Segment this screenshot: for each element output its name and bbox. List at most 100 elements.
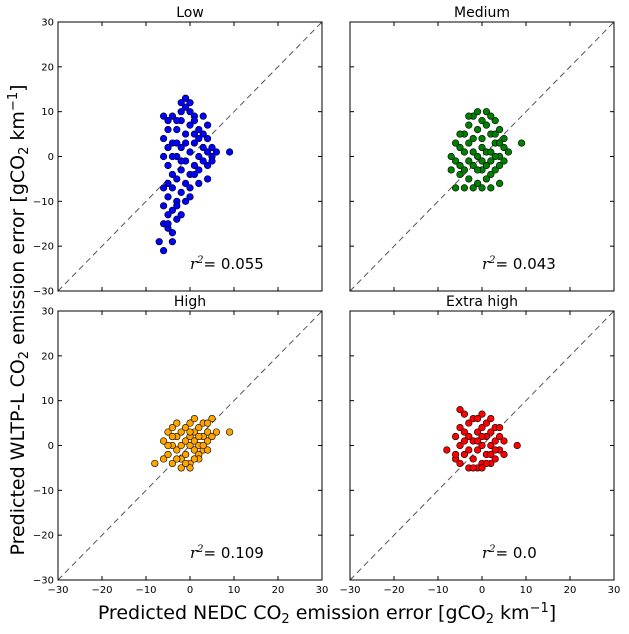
data-point [186, 428, 194, 436]
x-tick-label: 0 [479, 585, 485, 596]
data-point [491, 455, 499, 463]
data-point [177, 166, 185, 174]
data-point [195, 179, 203, 187]
data-point [160, 455, 168, 463]
data-point [482, 419, 491, 427]
data-point [226, 428, 234, 436]
data-point [182, 139, 190, 147]
data-point [199, 130, 207, 138]
data-point [478, 117, 486, 125]
data-point [173, 126, 181, 134]
data-point [177, 108, 185, 116]
data-point [155, 238, 163, 246]
data-point [456, 143, 464, 152]
panel-title: Low [176, 5, 204, 21]
data-point [469, 184, 477, 192]
data-point [168, 238, 176, 246]
data-point [190, 161, 198, 170]
data-point [452, 184, 460, 192]
data-point [168, 170, 176, 179]
data-point [186, 121, 194, 129]
data-point [204, 419, 212, 427]
data-point [469, 455, 477, 463]
panel-title: Medium [454, 5, 510, 21]
data-point [496, 161, 504, 170]
data-point [195, 423, 203, 432]
data-point [195, 432, 203, 441]
data-point [465, 419, 473, 427]
data-point [186, 148, 194, 156]
y-tick-label: 30 [41, 18, 54, 29]
data-point [478, 423, 486, 432]
data-point [177, 143, 185, 152]
y-tick-label: 20 [41, 351, 54, 362]
data-point [447, 166, 455, 174]
data-point [456, 406, 464, 414]
data-point [190, 170, 198, 179]
data-point [474, 446, 482, 454]
data-point [186, 184, 194, 192]
data-point [447, 152, 455, 161]
data-point [500, 437, 508, 445]
data-point [491, 166, 499, 174]
data-point [190, 117, 198, 125]
data-point [474, 126, 482, 134]
data-point [482, 459, 491, 468]
data-point [496, 139, 504, 147]
data-point [182, 459, 190, 468]
data-point [465, 157, 473, 165]
data-point [474, 166, 482, 174]
data-point [168, 112, 176, 120]
data-point [500, 134, 508, 143]
data-point [443, 446, 451, 454]
data-point [208, 415, 216, 423]
data-point [190, 437, 198, 445]
data-point [177, 464, 185, 472]
data-point [160, 134, 168, 143]
data-point [173, 139, 181, 147]
data-point [465, 432, 473, 441]
data-point [456, 459, 464, 468]
data-point [168, 152, 176, 161]
data-point [164, 220, 172, 228]
data-point [164, 441, 172, 450]
data-point [212, 148, 220, 156]
data-point [465, 112, 473, 120]
data-point [474, 428, 482, 436]
data-point [195, 152, 203, 161]
data-point [513, 441, 521, 450]
data-point [478, 157, 486, 165]
data-point [456, 130, 464, 138]
data-point [190, 130, 198, 138]
data-point [164, 428, 172, 436]
data-point [199, 441, 207, 450]
data-point [177, 188, 185, 196]
y-tick-label: −20 [33, 242, 54, 253]
data-point [474, 108, 482, 116]
data-point [460, 450, 469, 459]
x-tick-label: 10 [520, 585, 533, 596]
data-point [177, 428, 185, 436]
data-point [160, 247, 168, 255]
data-point [465, 175, 473, 183]
data-point [478, 143, 486, 152]
data-point [168, 423, 176, 432]
data-point [491, 130, 499, 138]
data-point [182, 94, 190, 102]
data-point [199, 157, 207, 165]
data-point [474, 415, 482, 423]
panel-title: Extra high [446, 294, 518, 310]
data-point [168, 229, 176, 237]
data-point [478, 432, 486, 441]
data-point [474, 152, 482, 161]
data-point [460, 437, 469, 445]
data-point [208, 432, 216, 441]
data-point [190, 455, 198, 463]
data-point [168, 184, 176, 192]
data-point [496, 126, 504, 134]
data-point [204, 428, 212, 436]
data-point [199, 143, 207, 152]
y-tick-label: 0 [48, 152, 54, 163]
data-point [452, 139, 460, 147]
data-point [164, 161, 172, 170]
